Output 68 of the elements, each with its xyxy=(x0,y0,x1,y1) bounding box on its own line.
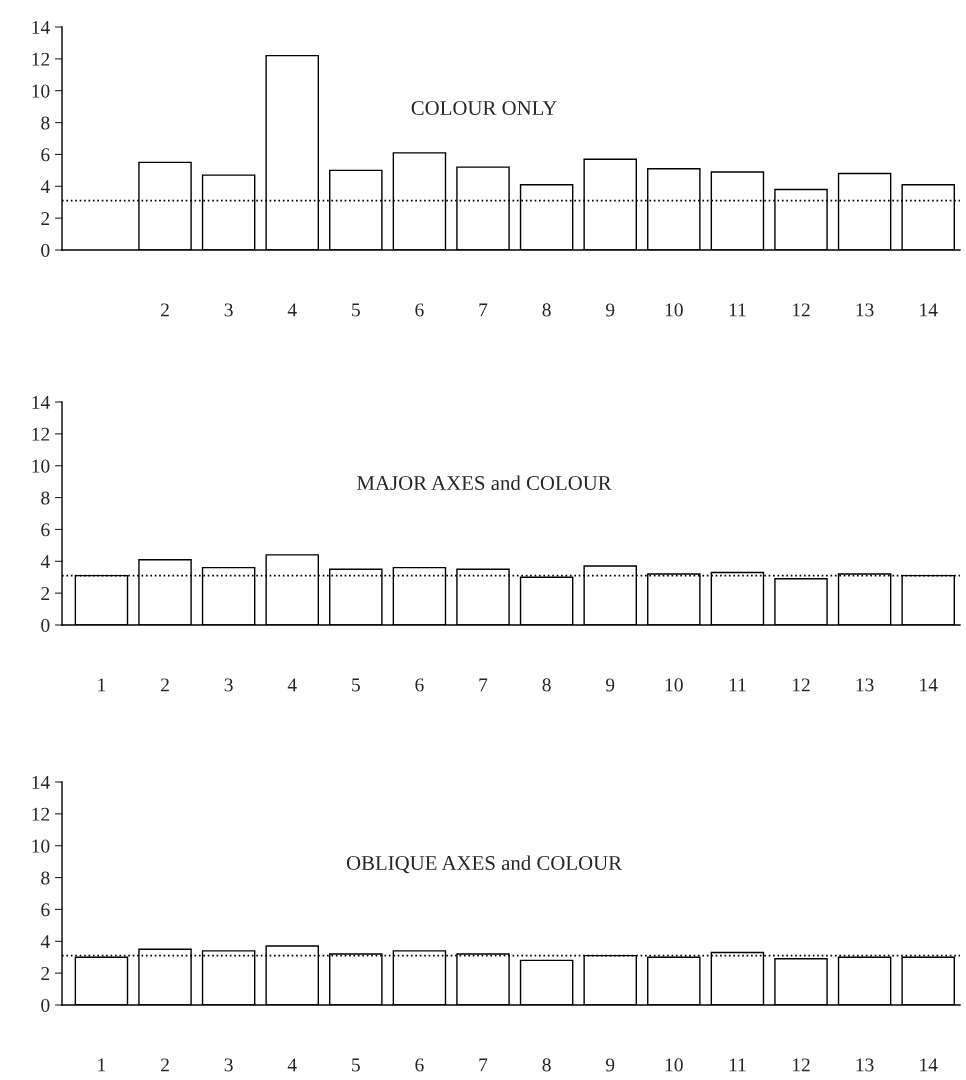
x-tick-label: 9 xyxy=(605,678,615,692)
x-tick-label: 13 xyxy=(856,1058,874,1072)
y-tick-label: 4 xyxy=(40,180,50,194)
y-tick-label: 4 xyxy=(40,555,50,569)
x-tick-label: 11 xyxy=(729,678,746,692)
text: MAJOR AXES and COLOUR xyxy=(357,475,612,491)
text: COLOUR ONLY xyxy=(411,101,557,116)
x-tick-label: 7 xyxy=(479,303,488,317)
x-tick-label: 7 xyxy=(479,1058,488,1072)
x-tick-label: 14 xyxy=(920,1058,938,1072)
y-tick-label: 12 xyxy=(32,52,50,66)
x-tick-label: 5 xyxy=(352,1058,360,1072)
y-tick-label: 14 xyxy=(32,775,50,789)
x-tick-label: 9 xyxy=(605,1058,615,1072)
x-tick-label: 6 xyxy=(415,1058,424,1072)
y-tick-label: 8 xyxy=(41,116,50,130)
y-tick-label: 8 xyxy=(41,871,50,885)
y-tick-label: 0 xyxy=(41,618,50,632)
x-tick-label: 14 xyxy=(920,303,938,317)
x-tick-label: 4 xyxy=(287,1058,297,1072)
x-tick-label: 9 xyxy=(605,303,615,317)
y-tick-label: 2 xyxy=(41,587,50,600)
y-tick-label: 4 xyxy=(40,935,50,949)
y-tick-label: 10 xyxy=(32,459,50,473)
x-tick-label: 3 xyxy=(224,1058,233,1072)
x-tick-label: 13 xyxy=(856,678,874,692)
x-tick-label: 10 xyxy=(665,1058,683,1072)
x-tick-label: 12 xyxy=(792,678,810,692)
y-tick-label: 6 xyxy=(41,523,50,537)
x-tick-label: 1 xyxy=(98,1058,106,1072)
y-tick-label: 6 xyxy=(41,148,50,162)
x-tick-label: 3 xyxy=(224,303,233,317)
y-tick-label: 12 xyxy=(32,427,50,441)
y-tick-label: 14 xyxy=(32,20,50,34)
x-tick-label: 13 xyxy=(856,303,874,317)
x-tick-label: 1 xyxy=(98,678,106,692)
y-tick-label: 8 xyxy=(41,491,50,505)
y-tick-label: 0 xyxy=(41,998,50,1012)
x-tick-label: 10 xyxy=(665,678,683,692)
x-tick-label: 11 xyxy=(729,303,746,317)
x-tick-label: 5 xyxy=(352,678,360,692)
y-tick-label: 10 xyxy=(32,839,50,853)
x-tick-label: 4 xyxy=(287,303,297,317)
y-tick-label: 12 xyxy=(32,807,50,821)
text: OBLIQUE AXES and COLOUR xyxy=(346,855,623,874)
x-tick-label: 14 xyxy=(920,678,938,692)
x-tick-label: 2 xyxy=(161,1058,169,1072)
x-tick-label: 12 xyxy=(792,303,810,317)
x-tick-label: 3 xyxy=(224,678,233,692)
x-tick-label: 2 xyxy=(161,303,169,317)
x-tick-label: 4 xyxy=(287,678,297,692)
y-tick-label: 14 xyxy=(32,395,50,409)
y-tick-label: 10 xyxy=(32,84,50,98)
x-tick-label: 8 xyxy=(542,1058,551,1072)
x-tick-label: 11 xyxy=(729,1058,746,1072)
y-tick-label: 0 xyxy=(41,243,50,257)
x-tick-label: 10 xyxy=(665,303,683,317)
y-tick-label: 6 xyxy=(41,903,50,917)
x-tick-label: 7 xyxy=(479,678,488,692)
x-tick-label: 12 xyxy=(792,1058,810,1072)
x-tick-label: 2 xyxy=(161,678,169,692)
x-tick-label: 6 xyxy=(415,678,424,692)
x-tick-label: 5 xyxy=(352,303,360,317)
x-tick-label: 8 xyxy=(542,678,551,692)
y-tick-label: 2 xyxy=(41,212,50,225)
x-tick-label: 8 xyxy=(542,303,551,317)
x-tick-label: 6 xyxy=(415,303,424,317)
y-tick-label: 2 xyxy=(41,967,50,980)
